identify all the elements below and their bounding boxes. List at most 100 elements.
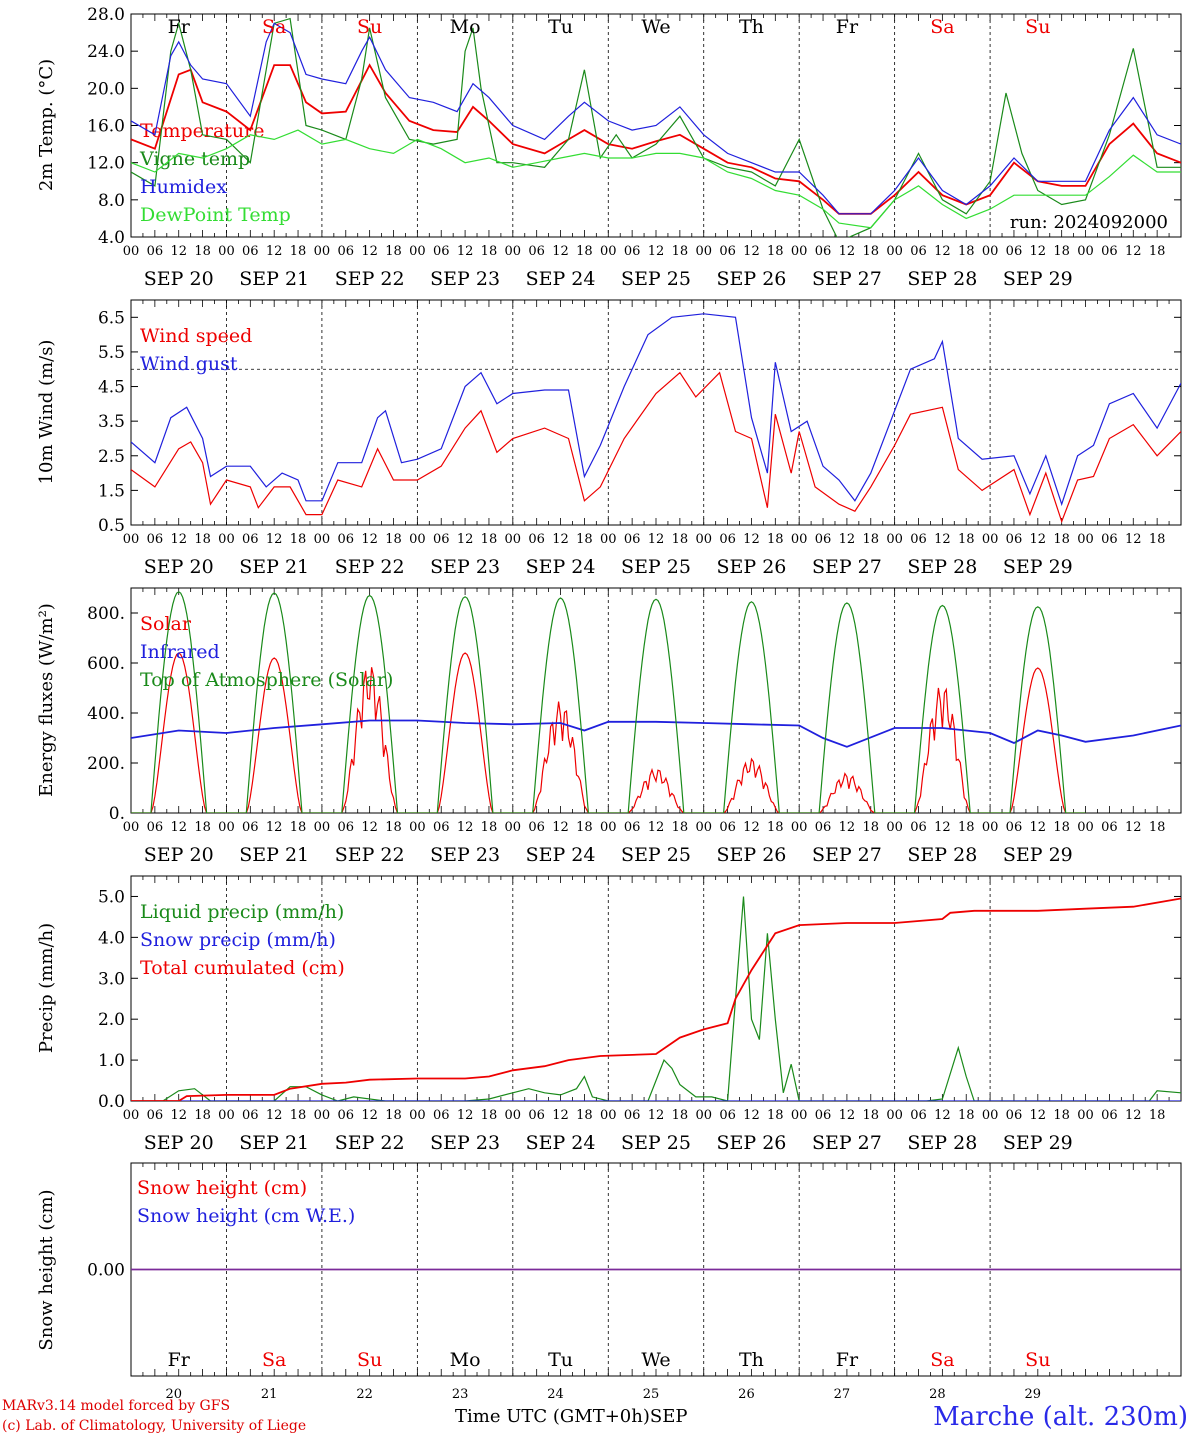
hour-label: 12 (934, 820, 951, 835)
hour-label: 18 (481, 532, 498, 547)
legend-entry: Wind gust (140, 353, 238, 375)
day-number: 21 (261, 1387, 278, 1402)
month-label: SEP (649, 1406, 688, 1427)
day-number: 23 (452, 1387, 469, 1402)
dow-label-bottom: Tu (548, 1349, 573, 1371)
hour-label: 00 (409, 244, 426, 259)
dow-label-bottom: Sa (262, 1349, 286, 1371)
hour-label: 12 (1125, 1108, 1142, 1123)
day-number: 29 (1025, 1387, 1042, 1402)
hour-label: 12 (457, 820, 474, 835)
y-tick-label: 800. (87, 604, 125, 624)
date-label: SEP 27 (812, 268, 882, 290)
hour-label: 12 (1125, 820, 1142, 835)
hour-label: 00 (123, 1108, 140, 1123)
dow-label-top: Sa (262, 16, 286, 38)
hour-label: 18 (767, 1108, 784, 1123)
hour-label: 18 (194, 244, 211, 259)
date-label: SEP 27 (812, 1132, 882, 1154)
hour-label: 12 (361, 820, 378, 835)
y-tick-label: 0.00 (87, 1261, 125, 1281)
hour-label: 06 (624, 1108, 641, 1123)
hour-label: 00 (886, 820, 903, 835)
hour-label: 00 (1077, 820, 1094, 835)
hour-label: 06 (1006, 820, 1023, 835)
hour-label: 06 (910, 244, 927, 259)
hour-label: 06 (337, 820, 354, 835)
date-label: SEP 21 (239, 1132, 309, 1154)
dow-label-bottom: We (641, 1349, 670, 1371)
hour-label: 00 (695, 1108, 712, 1123)
date-label: SEP 26 (717, 844, 787, 866)
hour-label: 12 (552, 532, 569, 547)
hour-label: 06 (815, 244, 832, 259)
date-label: SEP 21 (239, 844, 309, 866)
y-tick-label: 24.0 (87, 42, 125, 62)
y-tick-label: 5.5 (98, 343, 125, 363)
dow-label-bottom: Mo (450, 1349, 481, 1371)
dow-label-top: Su (1025, 16, 1050, 38)
hour-label: 06 (1006, 1108, 1023, 1123)
legend-entry: Infrared (140, 641, 220, 663)
time-axis-label: Time UTC (GMT+0h)SEP (455, 1406, 687, 1427)
hour-label: 12 (552, 244, 569, 259)
hour-label: 06 (624, 244, 641, 259)
date-label: SEP 20 (144, 268, 214, 290)
hour-label: 00 (505, 1108, 522, 1123)
date-label: SEP 23 (430, 268, 500, 290)
hour-label: 18 (1149, 1108, 1166, 1123)
hour-label: 00 (123, 244, 140, 259)
hour-label: 00 (218, 532, 235, 547)
hour-label: 00 (123, 820, 140, 835)
hour-label: 18 (385, 244, 402, 259)
y-axis-label: 2m Temp. (°C) (36, 59, 57, 191)
hour-label: 12 (457, 1108, 474, 1123)
date-label: SEP 25 (621, 556, 691, 578)
hour-label: 06 (719, 820, 736, 835)
y-tick-label: 4.5 (98, 378, 125, 398)
hour-label: 12 (170, 1108, 187, 1123)
hour-label: 00 (218, 1108, 235, 1123)
hour-label: 18 (1053, 532, 1070, 547)
hour-label: 18 (958, 532, 975, 547)
hour-label: 18 (481, 1108, 498, 1123)
hour-label: 06 (1006, 244, 1023, 259)
y-axis-label: 10m Wind (m/s) (36, 340, 57, 485)
dow-label-bottom: Fr (836, 1349, 859, 1371)
hour-label: 12 (266, 820, 283, 835)
hour-label: 12 (743, 820, 760, 835)
hour-label: 18 (576, 532, 593, 547)
hour-label: 00 (982, 244, 999, 259)
dow-label-bottom: Su (1025, 1349, 1050, 1371)
hour-label: 12 (1030, 1108, 1047, 1123)
date-label: SEP 26 (717, 556, 787, 578)
hour-label: 18 (1053, 244, 1070, 259)
date-label: SEP 25 (621, 844, 691, 866)
y-tick-label: 8.0 (98, 191, 125, 211)
dow-label-top: Su (357, 16, 382, 38)
date-label: SEP 27 (812, 556, 882, 578)
y-tick-label: 600. (87, 654, 125, 674)
hour-label: 12 (648, 532, 665, 547)
hour-label: 12 (266, 1108, 283, 1123)
hour-label: 06 (337, 532, 354, 547)
date-label: SEP 22 (335, 1132, 405, 1154)
hour-label: 00 (505, 532, 522, 547)
date-label: SEP 23 (430, 844, 500, 866)
hour-label: 00 (505, 820, 522, 835)
y-tick-label: 0.5 (98, 516, 125, 536)
hour-label: 18 (1149, 532, 1166, 547)
legend-entry: Snow height (cm) (137, 1177, 307, 1199)
hour-label: 00 (695, 244, 712, 259)
y-tick-label: 200. (87, 754, 125, 774)
hour-label: 00 (505, 244, 522, 259)
date-label: SEP 24 (526, 844, 596, 866)
hour-label: 06 (433, 532, 450, 547)
dow-label-top: Fr (168, 16, 191, 38)
hour-label: 00 (1077, 1108, 1094, 1123)
hour-label: 12 (552, 1108, 569, 1123)
legend-entry: Solar (140, 613, 192, 635)
panel-4: 0.0 1.0 2.0 3.0 4.0 5.0 Precip (mm/h) 00 06 12 18 0… (36, 875, 1182, 1154)
hour-label: 12 (1030, 244, 1047, 259)
